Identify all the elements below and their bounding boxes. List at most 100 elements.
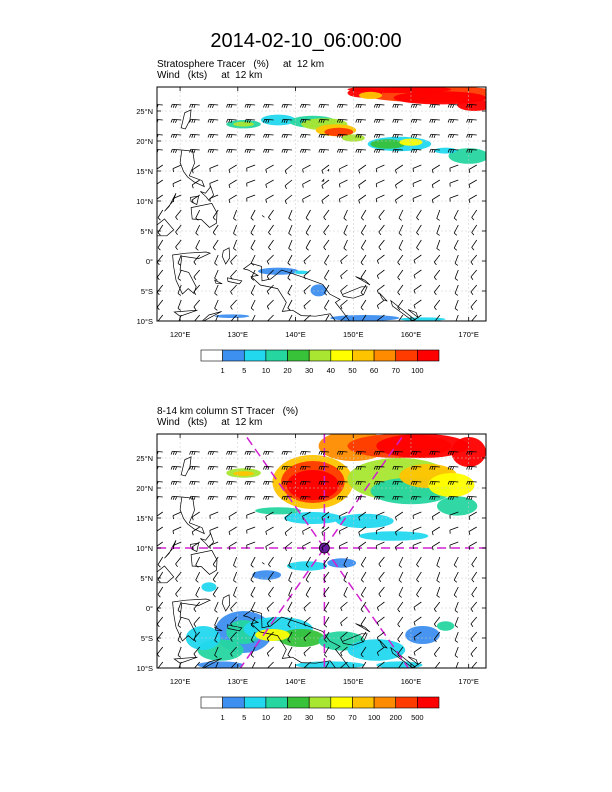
wind-barb: [343, 224, 348, 234]
coastline: [242, 610, 351, 668]
wind-barb-flag: [453, 594, 458, 598]
wind-barb: [230, 616, 237, 624]
wind-barb-flag: [416, 232, 420, 236]
wind-barb-flag: [226, 104, 229, 108]
tracer-region: [286, 470, 339, 500]
wind-barb-flag: [244, 119, 247, 123]
wind-barb-flag: [339, 496, 342, 500]
wind-barb: [324, 646, 330, 655]
wind-barb-flag: [433, 481, 436, 486]
storm-center-marker: [318, 542, 330, 554]
wind-barb-flag: [191, 119, 194, 123]
wind-barb: [412, 133, 422, 136]
wind-barb-flag: [172, 496, 175, 500]
coastline: [157, 218, 175, 237]
wind-barb: [268, 239, 274, 248]
wind-barb-flag: [318, 481, 321, 485]
coastline: [237, 320, 239, 321]
wind-barb-flag: [357, 466, 360, 470]
tracer-region: [252, 570, 282, 580]
wind-barb-flag: [452, 451, 455, 456]
wind-barb-flag: [299, 496, 302, 500]
wind-barb-flag: [233, 565, 237, 568]
wind-barb: [264, 103, 274, 106]
wind-barb: [360, 299, 367, 308]
wind-barb-flag: [209, 451, 212, 455]
wind-barb-flag: [471, 669, 473, 672]
wind-barb-flag: [157, 608, 160, 613]
wind-barb-flag: [357, 481, 360, 485]
wind-barb: [449, 194, 459, 199]
wind-barb: [250, 254, 256, 264]
wind-barb-flag: [436, 248, 440, 251]
wind-barb: [471, 209, 478, 218]
wind-barb-flag: [214, 639, 218, 643]
wind-barb-flag: [251, 323, 254, 325]
wind-barb-flag: [466, 149, 469, 153]
wind-barb-flag: [357, 134, 360, 138]
wind-barb: [303, 314, 311, 321]
wind-barb-flag: [268, 232, 271, 236]
lat-tick-label: 15°N: [136, 514, 153, 523]
wind-barb-flag: [431, 169, 434, 174]
wind-barb-flag: [177, 640, 182, 643]
wind-barb: [470, 254, 478, 263]
wind-barb-flag: [449, 104, 452, 108]
colorbar-box: [417, 696, 440, 709]
wind-barb: [378, 556, 385, 565]
wind-barb: [268, 224, 274, 233]
wind-barb-flag: [415, 466, 418, 471]
wind-barb-flag: [359, 149, 362, 154]
wind-barb-flag: [191, 496, 194, 500]
wind-barb-flag: [375, 198, 378, 203]
wind-barb-flag: [288, 565, 292, 568]
wind-barb-flag: [455, 323, 458, 325]
wind-barb: [377, 616, 385, 623]
wind-barb-flag: [226, 451, 229, 455]
coastline: [172, 598, 212, 642]
wind-barb-flag: [398, 217, 402, 221]
coastline: [355, 623, 371, 633]
wind-barb: [230, 631, 237, 639]
wind-barb-flag: [338, 168, 341, 173]
wind-barb-flag: [175, 231, 178, 236]
wind-barb: [324, 284, 330, 293]
wind-barb: [468, 164, 477, 170]
wind-barb-flag: [355, 466, 358, 470]
colorbar-box: [200, 349, 223, 362]
wind-barb: [157, 164, 164, 170]
wind-barb: [378, 209, 385, 218]
wind-barb-flag: [304, 134, 307, 139]
wind-barb-flag: [378, 466, 381, 471]
wind-barb-flag: [323, 216, 327, 221]
wind-barb-flag: [212, 119, 214, 124]
wind-barb-flag: [413, 260, 416, 264]
wind-barb-flag: [359, 451, 362, 456]
wind-barb-flag: [340, 290, 343, 295]
wind-barb: [375, 480, 385, 483]
wind-barb: [250, 586, 256, 596]
wind-barb-flag: [454, 278, 459, 281]
lat-tick-label: 5°S: [141, 634, 153, 643]
tracer-region: [359, 91, 383, 99]
tracer-region: [448, 148, 486, 164]
wind-barb: [228, 194, 237, 201]
wind-barb-flag: [355, 104, 358, 108]
wind-barb: [412, 194, 422, 199]
wind-barb-flag: [359, 119, 362, 124]
wind-barb-flag: [157, 623, 160, 628]
wind-barb: [157, 269, 164, 278]
wind-barb-flag: [376, 119, 379, 123]
wind-barb: [172, 164, 182, 169]
wind-barb-flag: [212, 466, 214, 471]
wind-barb-flag: [265, 451, 268, 455]
wind-barb-flag: [155, 104, 156, 107]
wind-barb: [449, 495, 459, 498]
wind-barb-flag: [336, 481, 339, 485]
wind-barb-flag: [265, 134, 268, 138]
wind-barb: [376, 164, 385, 170]
wind-barb-flag: [246, 451, 249, 455]
wind-barb: [323, 571, 330, 580]
colorbar-label: 70: [392, 366, 400, 375]
wind-barb-flag: [375, 530, 378, 535]
